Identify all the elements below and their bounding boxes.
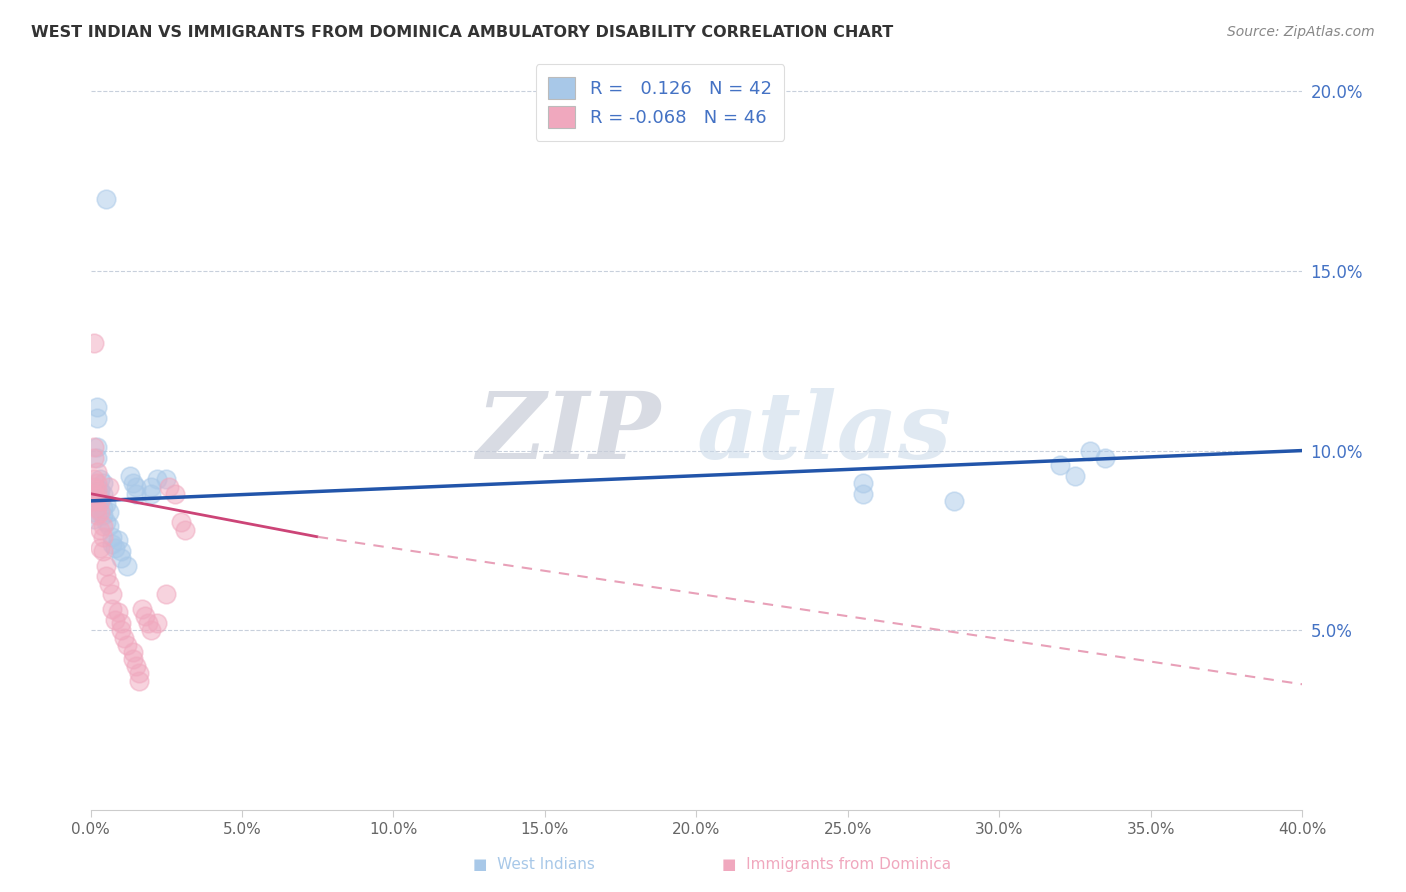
Point <box>86 508 108 523</box>
Point <box>86 450 108 465</box>
Point <box>155 587 177 601</box>
Point <box>83 450 105 465</box>
Point <box>97 479 120 493</box>
Point <box>94 558 117 573</box>
Point <box>122 475 145 490</box>
Point <box>83 472 105 486</box>
Point <box>83 335 105 350</box>
Point <box>83 491 105 505</box>
Point <box>91 519 114 533</box>
Point <box>852 486 875 500</box>
Point <box>97 519 120 533</box>
Point <box>115 558 138 573</box>
Point <box>101 537 124 551</box>
Point <box>110 616 132 631</box>
Point <box>141 486 163 500</box>
Point <box>155 472 177 486</box>
Point <box>128 673 150 688</box>
Point <box>89 494 111 508</box>
Point <box>110 624 132 638</box>
Point <box>83 505 105 519</box>
Point <box>86 401 108 415</box>
Point <box>104 541 127 555</box>
Point <box>146 616 169 631</box>
Point <box>112 631 135 645</box>
Point <box>97 576 120 591</box>
Point <box>104 613 127 627</box>
Point <box>118 468 141 483</box>
Point <box>128 666 150 681</box>
Point <box>86 465 108 479</box>
Text: Source: ZipAtlas.com: Source: ZipAtlas.com <box>1227 25 1375 39</box>
Point <box>91 508 114 523</box>
Text: ■  Immigrants from Dominica: ■ Immigrants from Dominica <box>723 857 950 872</box>
Point <box>1064 468 1087 483</box>
Point <box>136 616 159 631</box>
Point <box>110 551 132 566</box>
Text: ■  West Indians: ■ West Indians <box>474 857 595 872</box>
Point <box>89 494 111 508</box>
Point <box>125 479 148 493</box>
Point <box>83 479 105 493</box>
Point <box>89 505 111 519</box>
Point <box>170 516 193 530</box>
Point <box>146 472 169 486</box>
Legend: R =   0.126   N = 42, R = -0.068   N = 46: R = 0.126 N = 42, R = -0.068 N = 46 <box>536 64 785 141</box>
Point <box>97 505 120 519</box>
Point <box>83 494 105 508</box>
Point <box>134 609 156 624</box>
Point <box>141 624 163 638</box>
Point <box>101 587 124 601</box>
Point <box>83 486 105 500</box>
Point <box>1078 443 1101 458</box>
Point <box>83 440 105 454</box>
Point <box>94 498 117 512</box>
Point <box>101 530 124 544</box>
Point <box>173 523 195 537</box>
Point <box>86 491 108 505</box>
Point <box>86 483 108 497</box>
Point <box>131 601 153 615</box>
Point <box>91 501 114 516</box>
Point <box>89 483 111 497</box>
Text: WEST INDIAN VS IMMIGRANTS FROM DOMINICA AMBULATORY DISABILITY CORRELATION CHART: WEST INDIAN VS IMMIGRANTS FROM DOMINICA … <box>31 25 893 40</box>
Point <box>89 491 111 505</box>
Point <box>91 530 114 544</box>
Point <box>1049 458 1071 472</box>
Point <box>125 659 148 673</box>
Point <box>89 523 111 537</box>
Point <box>94 192 117 206</box>
Point <box>125 486 148 500</box>
Point <box>165 486 187 500</box>
Point <box>91 475 114 490</box>
Point <box>89 472 111 486</box>
Point <box>83 512 105 526</box>
Point <box>91 544 114 558</box>
Point <box>107 533 129 548</box>
Point <box>89 541 111 555</box>
Point <box>141 479 163 493</box>
Point <box>157 479 180 493</box>
Point <box>942 494 965 508</box>
Point <box>1094 450 1116 465</box>
Text: atlas: atlas <box>696 388 952 477</box>
Point <box>115 638 138 652</box>
Point <box>122 652 145 666</box>
Text: ZIP: ZIP <box>475 388 659 477</box>
Point <box>852 475 875 490</box>
Point <box>94 516 117 530</box>
Point <box>110 544 132 558</box>
Point <box>107 605 129 619</box>
Point <box>101 601 124 615</box>
Point <box>122 645 145 659</box>
Point <box>86 501 108 516</box>
Point <box>86 440 108 454</box>
Point <box>94 569 117 583</box>
Point <box>86 475 108 490</box>
Point <box>91 486 114 500</box>
Point <box>86 411 108 425</box>
